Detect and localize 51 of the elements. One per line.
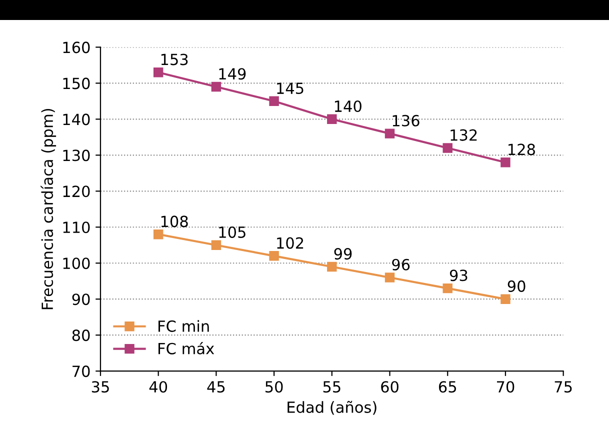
y-tick-label: 90 — [72, 294, 90, 306]
x-axis-title: Edad (años) — [288, 400, 376, 415]
x-tick-label: 60 — [381, 381, 398, 393]
y-tick-label: 120 — [63, 186, 90, 198]
point — [384, 128, 395, 138]
x-tick-label: 65 — [438, 381, 456, 393]
y-tick-label: 110 — [63, 222, 90, 234]
point — [442, 143, 452, 153]
x-tick-label: 70 — [497, 381, 514, 393]
y-tick-label: 100 — [63, 258, 90, 270]
x-tick-label: 75 — [554, 381, 572, 393]
data-label: 136 — [392, 114, 420, 126]
data-label: 96 — [392, 258, 410, 270]
data-label: 140 — [334, 100, 362, 112]
point — [327, 114, 337, 124]
point — [442, 283, 452, 294]
y-axis-title: Frecuencia cardíaca (ppm) — [40, 108, 56, 310]
point — [384, 272, 395, 282]
y-tick-label: 160 — [63, 42, 90, 54]
data-label: 90 — [508, 280, 526, 292]
legend-label: FC máx — [158, 342, 214, 354]
data-label: 93 — [450, 270, 468, 282]
point — [269, 251, 279, 261]
x-tick-label: 50 — [266, 381, 283, 393]
x-tick-label: 45 — [207, 381, 225, 393]
data-label: 128 — [508, 144, 535, 156]
data-label: 149 — [219, 68, 246, 80]
y-tick-label: 140 — [63, 114, 90, 126]
data-label: 105 — [219, 226, 246, 238]
y-tick-label: 80 — [72, 330, 90, 342]
legend-label: FC min — [158, 320, 209, 332]
y-tick-label: 70 — [72, 366, 90, 378]
data-label: 153 — [161, 54, 188, 66]
point — [500, 157, 510, 168]
point — [211, 240, 222, 250]
y-tick-label: 150 — [63, 78, 90, 90]
point — [269, 96, 279, 106]
data-label: 145 — [277, 82, 304, 94]
x-tick-label: 55 — [323, 381, 340, 393]
data-label: 108 — [161, 216, 188, 228]
x-tick-label: 35 — [92, 381, 109, 393]
point — [500, 294, 510, 304]
point — [153, 68, 164, 78]
y-tick-label: 130 — [63, 150, 90, 162]
point — [153, 229, 164, 240]
point — [211, 82, 222, 92]
data-label: 102 — [277, 237, 304, 249]
x-tick-label: 40 — [149, 381, 168, 393]
point — [327, 262, 337, 272]
data-label: 132 — [450, 129, 477, 141]
data-label: 99 — [334, 248, 352, 260]
